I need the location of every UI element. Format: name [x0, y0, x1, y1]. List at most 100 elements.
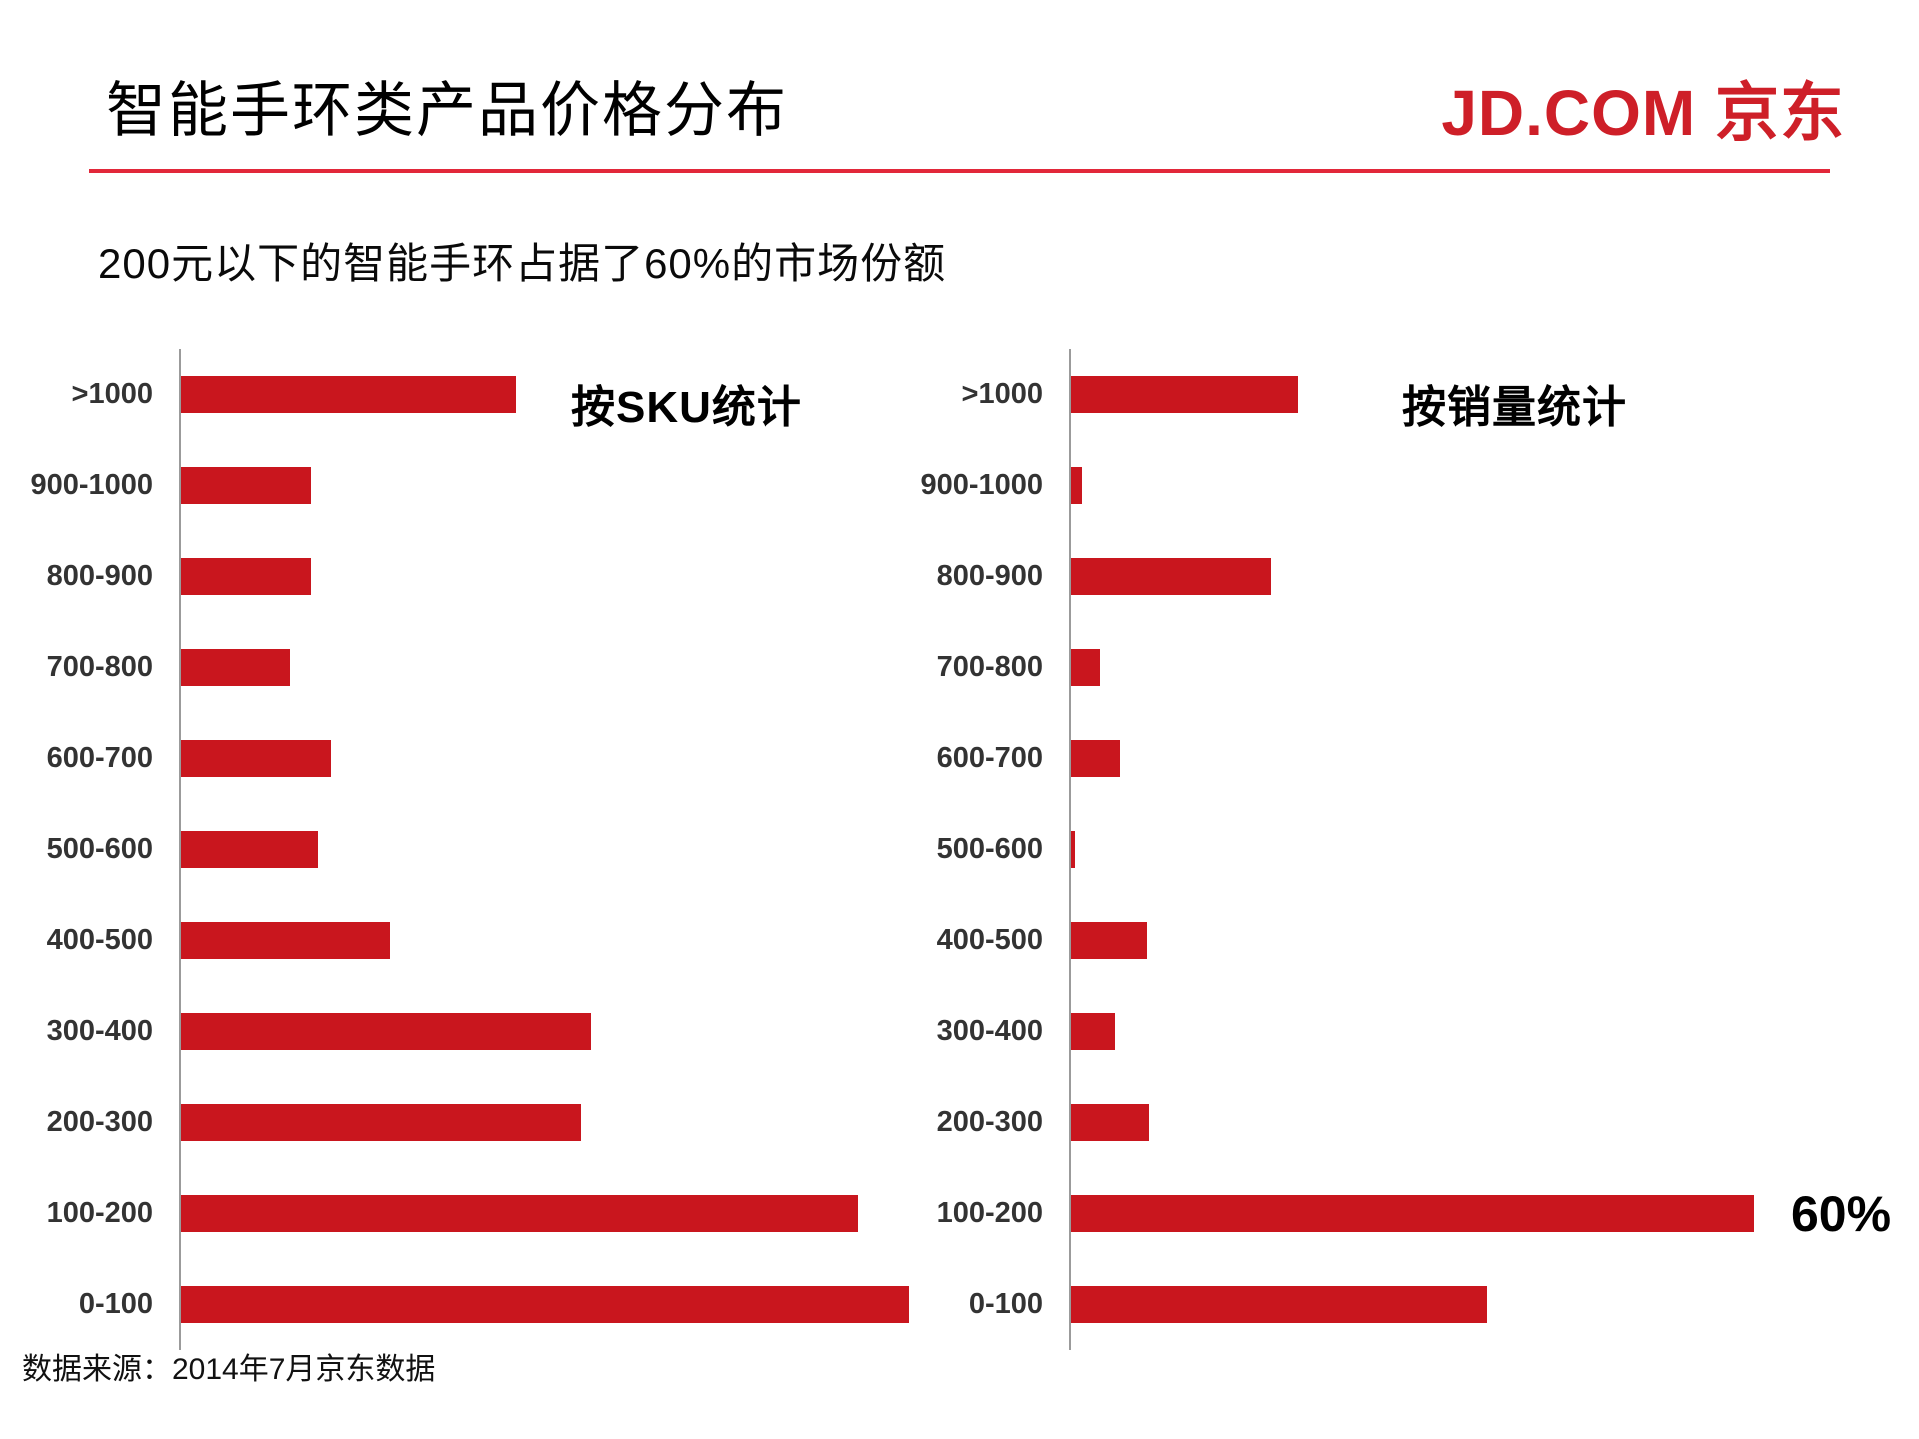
- category-label: >1000: [71, 378, 153, 410]
- bar-track: [181, 1195, 933, 1232]
- chart-row: >1000: [890, 349, 1891, 440]
- subtitle: 200元以下的智能手环占据了60%的市场份额: [98, 240, 947, 287]
- bar-track: [1071, 740, 1761, 777]
- bar: [181, 1013, 592, 1050]
- chart-row: 200-300: [890, 1077, 1891, 1168]
- category-label: 500-600: [936, 833, 1043, 865]
- category-label: 700-800: [936, 651, 1043, 683]
- bar: [181, 740, 332, 777]
- chart-title-sales: 按销量统计: [1402, 383, 1627, 432]
- category-label: 200-300: [46, 1106, 153, 1138]
- chart-row: 800-900: [890, 531, 1891, 622]
- bar: [1071, 922, 1148, 959]
- bar-track: [1071, 1104, 1761, 1141]
- category-label: 0-100: [968, 1288, 1043, 1320]
- title-divider: [89, 169, 1830, 173]
- bar: [1071, 740, 1121, 777]
- data-source: 数据来源：2014年7月京东数据: [22, 1353, 436, 1386]
- bar: [1071, 1286, 1487, 1323]
- chart-row: 400-500: [0, 895, 933, 986]
- chart-row: 300-400: [0, 986, 933, 1077]
- category-label: 500-600: [46, 833, 153, 865]
- category-label: 600-700: [46, 742, 153, 774]
- chart-row: 600-700: [0, 713, 933, 804]
- percent-annotation: 60%: [1791, 1185, 1892, 1242]
- y-axis-line-sales: [1069, 349, 1071, 1350]
- bar: [181, 1104, 581, 1141]
- chart-row: 700-800: [890, 622, 1891, 713]
- category-label: >1000: [961, 378, 1043, 410]
- bar-track: [1071, 1286, 1761, 1323]
- bar: [1071, 831, 1075, 868]
- bar: [1071, 558, 1271, 595]
- bar: [1071, 467, 1082, 504]
- bar-track: [181, 467, 933, 504]
- category-label: 400-500: [936, 924, 1043, 956]
- chart-row: 600-700: [890, 713, 1891, 804]
- chart-row: 400-500: [890, 895, 1891, 986]
- category-label: 800-900: [46, 560, 153, 592]
- bar: [181, 831, 318, 868]
- bar-track: [181, 1286, 933, 1323]
- category-label: 600-700: [936, 742, 1043, 774]
- chart-row: 900-1000: [0, 440, 933, 531]
- category-label: 400-500: [46, 924, 153, 956]
- bar: [1071, 1195, 1754, 1232]
- bar: [1071, 649, 1101, 686]
- bar-track: [1071, 831, 1761, 868]
- chart-row: >1000: [0, 349, 933, 440]
- bar-track: [1071, 1013, 1761, 1050]
- category-label: 300-400: [936, 1015, 1043, 1047]
- category-label: 900-1000: [30, 469, 153, 501]
- bar-track: [1071, 376, 1761, 413]
- page-title: 智能手环类产品价格分布: [106, 77, 788, 144]
- bar-track: [181, 740, 933, 777]
- bar-track: [181, 1013, 933, 1050]
- bar: [1071, 1104, 1150, 1141]
- bar: [181, 1286, 910, 1323]
- category-label: 0-100: [78, 1288, 153, 1320]
- chart-row: 500-600: [0, 804, 933, 895]
- bar: [1071, 376, 1298, 413]
- bar-track: [181, 376, 933, 413]
- bar-track: [1071, 649, 1761, 686]
- chart-row: 100-200: [0, 1168, 933, 1259]
- chart-row: 0-100: [890, 1259, 1891, 1350]
- bar: [181, 1195, 858, 1232]
- category-label: 100-200: [46, 1197, 153, 1229]
- chart-sales: >1000 900-1000 800-900 700-800 600-700 500-60…: [890, 349, 1891, 1350]
- y-axis-line-sku: [179, 349, 181, 1350]
- chart-row: 800-900: [0, 531, 933, 622]
- chart-row: 300-400: [890, 986, 1891, 1077]
- category-label: 900-1000: [920, 469, 1043, 501]
- chart-row: 0-100: [0, 1259, 933, 1350]
- chart-row: 500-600: [890, 804, 1891, 895]
- bar-track: [181, 1104, 933, 1141]
- bar: [1071, 1013, 1115, 1050]
- jd-logo: JD.COM 京东: [1441, 77, 1845, 149]
- category-label: 800-900: [936, 560, 1043, 592]
- chart-row: 900-1000: [890, 440, 1891, 531]
- category-label: 300-400: [46, 1015, 153, 1047]
- bar-track: [1071, 558, 1761, 595]
- bar-track: [181, 649, 933, 686]
- bar: [181, 558, 311, 595]
- bar-track: [1071, 1195, 1761, 1232]
- bar-track: [1071, 467, 1761, 504]
- chart-sku: >1000 900-1000 800-900 700-800 600-700 500-60…: [0, 349, 933, 1350]
- bar: [181, 922, 390, 959]
- category-label: 100-200: [936, 1197, 1043, 1229]
- chart-row: 200-300: [0, 1077, 933, 1168]
- bar-track: [1071, 922, 1761, 959]
- category-label: 200-300: [936, 1106, 1043, 1138]
- category-label: 700-800: [46, 651, 153, 683]
- bar: [181, 649, 291, 686]
- bar-track: [181, 558, 933, 595]
- chart-row: 700-800: [0, 622, 933, 713]
- bar: [181, 467, 311, 504]
- chart-title-sku: 按SKU统计: [571, 383, 802, 432]
- bar-track: [181, 831, 933, 868]
- bar: [181, 376, 516, 413]
- bar-track: [181, 922, 933, 959]
